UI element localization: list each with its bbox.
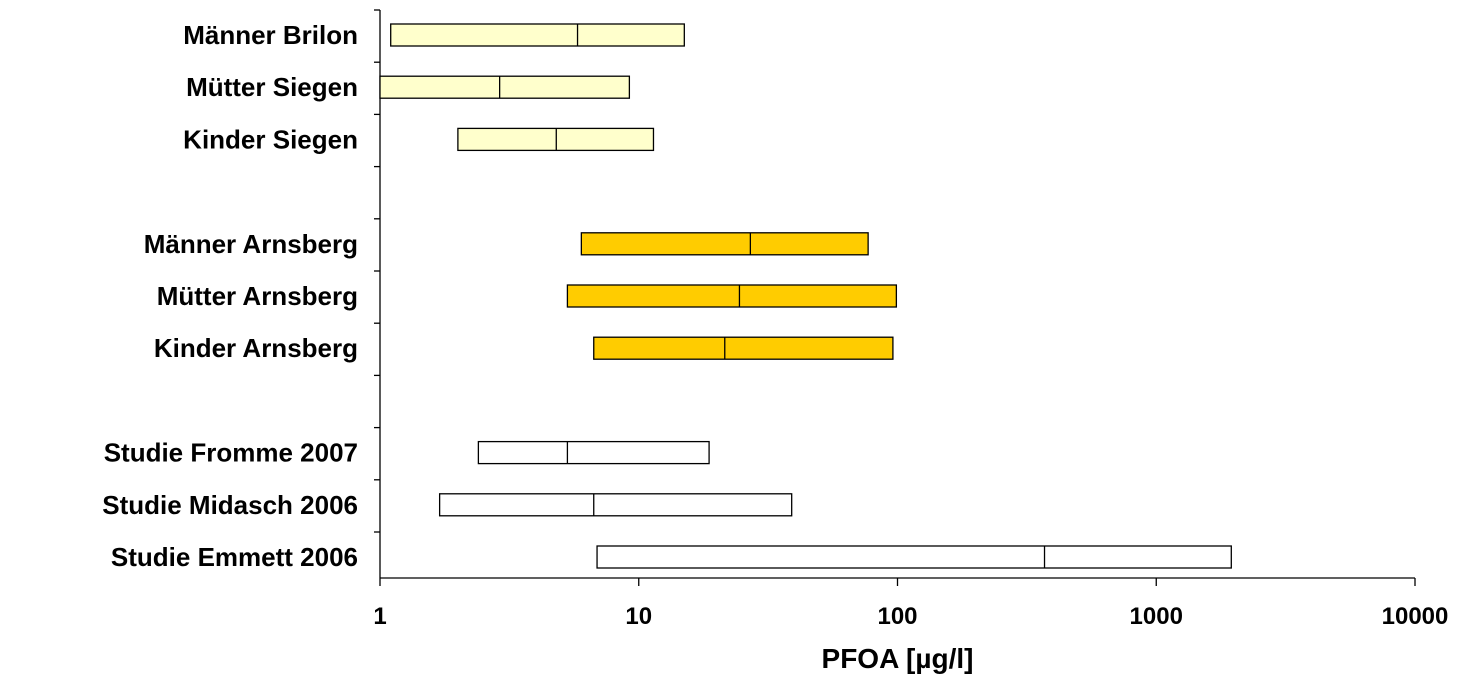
x-tick-label: 1: [373, 603, 386, 630]
category-label: Kinder Siegen: [183, 124, 358, 154]
range-bar: [566, 284, 898, 308]
category-label: Kinder Arnsberg: [154, 333, 358, 363]
x-axis-title: PFOA [µg/l]: [822, 643, 974, 674]
category-label: Mütter Arnsberg: [157, 281, 358, 311]
range-bar: [580, 232, 869, 256]
category-label: Männer Arnsberg: [144, 229, 358, 259]
range-bar: [379, 75, 631, 99]
category-label: Studie Fromme 2007: [104, 438, 358, 468]
range-bars: [379, 23, 1232, 569]
category-labels: Männer Brilon Mütter Siegen Kinder Siegen M…: [102, 20, 358, 572]
x-axis-ticks: [379, 578, 1416, 586]
category-label: Männer Brilon: [183, 20, 358, 50]
category-label: Mütter Siegen: [186, 72, 358, 102]
x-tick-label: 10: [625, 603, 652, 630]
range-bar: [596, 545, 1232, 569]
x-axis-tick-labels: 1 10 100 1000 10000: [373, 603, 1448, 630]
range-bar: [438, 493, 793, 517]
range-bar: [390, 23, 685, 47]
range-bar: [593, 336, 894, 360]
x-tick-label: 10000: [1382, 603, 1449, 630]
category-label: Studie Midasch 2006: [102, 490, 358, 520]
range-bar: [477, 440, 710, 465]
category-label: Studie Emmett 2006: [111, 542, 358, 572]
x-tick-label: 1000: [1130, 603, 1183, 630]
x-tick-label: 100: [877, 603, 917, 630]
y-axis-ticks: [374, 9, 380, 533]
